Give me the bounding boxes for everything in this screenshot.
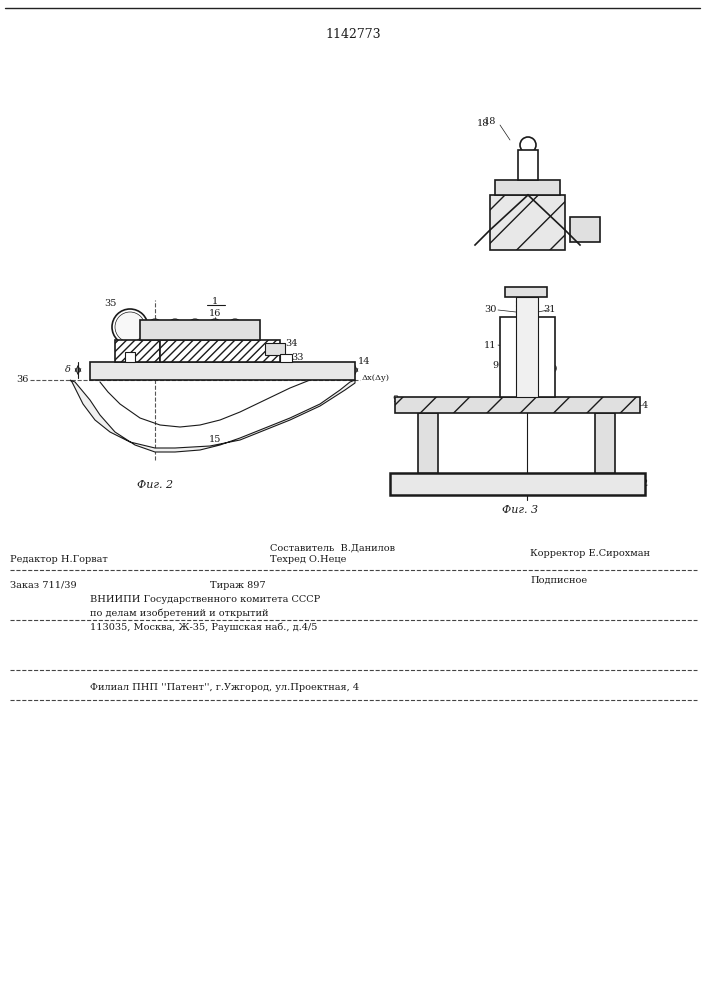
Bar bbox=[395, 397, 640, 413]
Text: 34: 34 bbox=[286, 340, 298, 349]
Text: 27: 27 bbox=[512, 486, 525, 494]
Bar bbox=[570, 217, 600, 242]
Bar bbox=[90, 362, 355, 380]
Text: Фиг. 2: Фиг. 2 bbox=[137, 480, 173, 490]
Text: Филиал ПНП ''Патент'', г.Ужгород, ул.Проектная, 4: Филиал ПНП ''Патент'', г.Ужгород, ул.Про… bbox=[90, 684, 359, 692]
Bar bbox=[505, 287, 547, 297]
Text: 2: 2 bbox=[642, 480, 648, 488]
Text: Δx(Δy): Δx(Δy) bbox=[362, 374, 390, 382]
Text: 113035, Москва, Ж-35, Раушская наб., д.4/5: 113035, Москва, Ж-35, Раушская наб., д.4… bbox=[90, 622, 317, 632]
Text: 31: 31 bbox=[544, 306, 556, 314]
Bar bbox=[140, 320, 260, 340]
Text: 33: 33 bbox=[292, 354, 304, 362]
Text: по делам изобретений и открытий: по делам изобретений и открытий bbox=[90, 608, 269, 618]
Text: 15: 15 bbox=[209, 436, 221, 444]
Circle shape bbox=[582, 222, 598, 238]
Text: 18: 18 bbox=[484, 117, 496, 126]
Text: Фиг. 3: Фиг. 3 bbox=[502, 505, 538, 515]
Text: 16: 16 bbox=[209, 310, 221, 318]
Circle shape bbox=[208, 319, 222, 333]
Bar bbox=[280, 354, 292, 362]
Bar bbox=[390, 473, 645, 495]
Circle shape bbox=[148, 319, 162, 333]
Text: Корректор Е.Сирохман: Корректор Е.Сирохман bbox=[530, 550, 650, 558]
Text: 9: 9 bbox=[492, 360, 498, 369]
Circle shape bbox=[168, 319, 182, 333]
Text: α: α bbox=[549, 202, 556, 212]
Text: Тираж 897: Тираж 897 bbox=[210, 580, 266, 589]
Text: 28: 28 bbox=[484, 486, 496, 494]
Circle shape bbox=[520, 137, 536, 153]
Text: δ: δ bbox=[65, 365, 71, 374]
Bar bbox=[516, 297, 538, 397]
Bar bbox=[518, 150, 538, 180]
Text: Техред О.Неце: Техред О.Неце bbox=[270, 556, 346, 564]
Text: α: α bbox=[500, 202, 506, 212]
Text: 9: 9 bbox=[392, 395, 398, 404]
Bar bbox=[500, 317, 555, 397]
Bar bbox=[265, 343, 285, 355]
Bar bbox=[490, 195, 565, 250]
Circle shape bbox=[115, 312, 145, 342]
Text: Подписное: Подписное bbox=[530, 576, 587, 584]
Text: 1142773: 1142773 bbox=[325, 28, 381, 41]
Text: 11: 11 bbox=[484, 340, 496, 350]
Circle shape bbox=[188, 319, 202, 333]
Text: Редактор Н.Горват: Редактор Н.Горват bbox=[10, 556, 107, 564]
Text: 4: 4 bbox=[642, 400, 648, 410]
Text: 1: 1 bbox=[212, 298, 218, 306]
Text: 30: 30 bbox=[484, 306, 496, 314]
Text: 26: 26 bbox=[529, 486, 541, 494]
Text: 35: 35 bbox=[104, 300, 116, 308]
Circle shape bbox=[228, 319, 242, 333]
Bar bbox=[418, 413, 438, 473]
Bar bbox=[595, 413, 615, 473]
Text: 36: 36 bbox=[16, 375, 28, 384]
Circle shape bbox=[112, 309, 148, 345]
Text: Составитель  В.Данилов: Составитель В.Данилов bbox=[270, 544, 395, 552]
Bar bbox=[495, 180, 560, 195]
Text: 14: 14 bbox=[358, 358, 370, 366]
Bar bbox=[125, 352, 135, 362]
Text: 18: 18 bbox=[477, 119, 489, 128]
Bar bbox=[115, 340, 160, 362]
Text: 13: 13 bbox=[147, 328, 159, 336]
Text: ВНИИПИ Государственного комитета СССР: ВНИИПИ Государственного комитета СССР bbox=[90, 595, 320, 604]
Text: Заказ 711/39: Заказ 711/39 bbox=[10, 580, 76, 589]
Bar bbox=[160, 340, 280, 362]
Text: 29: 29 bbox=[546, 365, 559, 374]
Polygon shape bbox=[70, 380, 355, 452]
Text: 10: 10 bbox=[544, 326, 556, 334]
